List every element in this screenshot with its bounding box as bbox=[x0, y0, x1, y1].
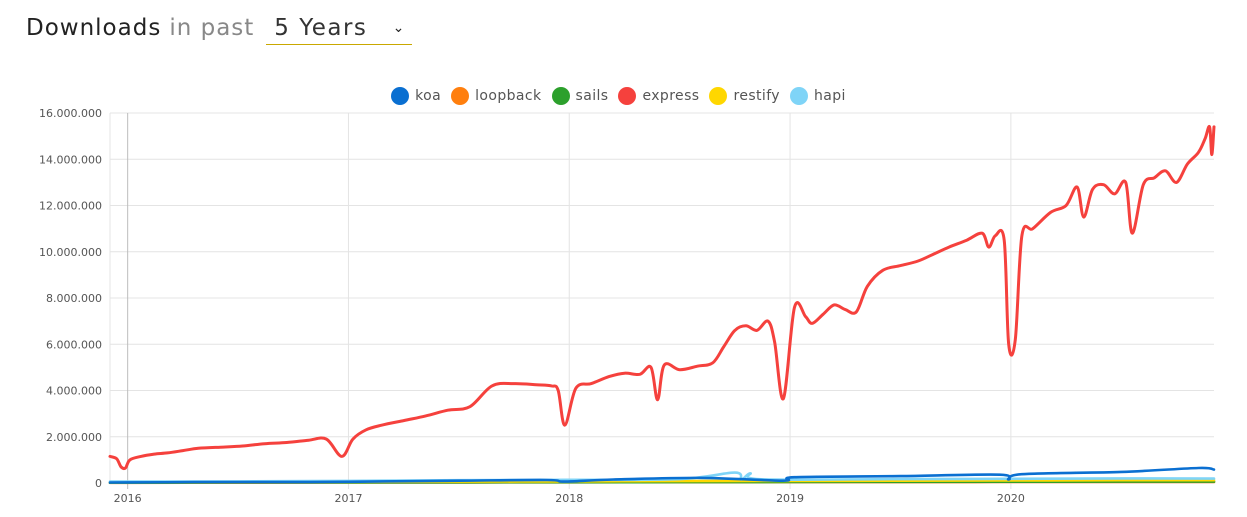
x-tick-label: 2016 bbox=[114, 492, 142, 505]
y-tick-label: 0 bbox=[95, 477, 102, 490]
chart-header: Downloads in past 5 Years ⌄ bbox=[26, 10, 413, 46]
series-line-express bbox=[108, 124, 1216, 471]
legend-item-express[interactable]: express bbox=[618, 87, 699, 105]
y-tick-label: 12.000.000 bbox=[39, 200, 102, 213]
x-tick-label: 2018 bbox=[555, 492, 583, 505]
series-line-koa bbox=[108, 466, 1216, 484]
legend-label-koa: koa bbox=[415, 88, 442, 104]
legend-dot-koa bbox=[391, 87, 410, 105]
legend-dot-restify bbox=[709, 87, 728, 105]
x-tick-label: 2019 bbox=[776, 492, 804, 505]
title-connector: in past bbox=[169, 15, 255, 41]
legend-item-koa[interactable]: koa bbox=[391, 87, 441, 105]
y-tick-label: 16.000.000 bbox=[39, 107, 102, 120]
period-select[interactable]: 5 Years ⌄ bbox=[266, 11, 413, 45]
page-title: Downloads bbox=[26, 15, 162, 41]
legend-dot-sails bbox=[551, 87, 570, 105]
legend-dot-express bbox=[618, 87, 637, 105]
y-tick-label: 4.000.000 bbox=[46, 385, 102, 398]
legend-item-sails[interactable]: sails bbox=[551, 87, 609, 105]
chart-legend: koa loopback sails express restify hapi bbox=[0, 86, 1247, 106]
legend-dot-hapi bbox=[789, 87, 808, 105]
y-tick-label: 10.000.000 bbox=[39, 246, 102, 259]
legend-item-loopback[interactable]: loopback bbox=[451, 87, 541, 105]
legend-item-hapi[interactable]: hapi bbox=[789, 87, 846, 105]
period-value: 5 Years bbox=[274, 14, 368, 41]
x-tick-label: 2020 bbox=[997, 492, 1025, 505]
chevron-down-icon: ⌄ bbox=[392, 19, 405, 36]
y-tick-label: 8.000.000 bbox=[46, 292, 102, 305]
legend-dot-loopback bbox=[451, 87, 470, 105]
legend-label-sails: sails bbox=[575, 88, 609, 104]
y-tick-label: 6.000.000 bbox=[46, 338, 102, 351]
legend-label-hapi: hapi bbox=[813, 88, 846, 104]
y-tick-label: 2.000.000 bbox=[46, 431, 102, 444]
legend-label-restify: restify bbox=[733, 88, 780, 104]
legend-item-restify[interactable]: restify bbox=[709, 87, 780, 105]
x-tick-label: 2017 bbox=[334, 492, 362, 505]
legend-label-loopback: loopback bbox=[475, 88, 542, 104]
legend-label-express: express bbox=[642, 88, 700, 104]
y-tick-label: 14.000.000 bbox=[39, 153, 102, 166]
